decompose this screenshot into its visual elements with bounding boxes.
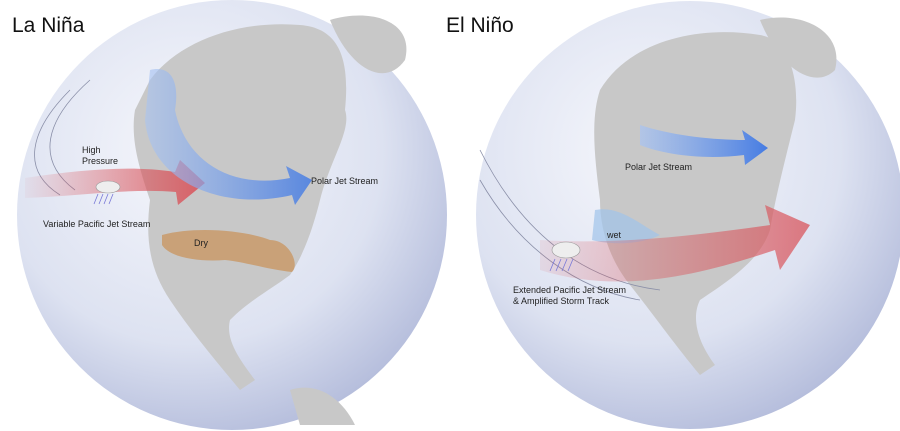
pacific-jet-arrow: [540, 205, 810, 282]
dry-region: [162, 230, 295, 272]
high-pressure-label: High Pressure: [82, 145, 118, 167]
el-nino-globe: [476, 1, 900, 429]
greenland-land: [760, 17, 837, 78]
extended-pacific-jet-line1: Extended Pacific Jet Stream: [513, 285, 627, 295]
wet-region: [592, 209, 660, 244]
el-nino-title: El Niño: [446, 14, 514, 37]
variable-pacific-jet-label: Variable Pacific Jet Stream: [43, 219, 151, 229]
greenland-land: [330, 15, 407, 74]
polar-jet-arrow: [145, 69, 312, 206]
wet-label: wet: [607, 230, 622, 240]
dry-label: Dry: [194, 238, 208, 248]
la-nina-title: La Niña: [12, 14, 85, 37]
high-pressure-line2: Pressure: [82, 156, 119, 166]
north-america-land: [133, 24, 347, 390]
polar-jet-label: Polar Jet Stream: [311, 176, 379, 186]
storm-cloud-icon: [549, 241, 581, 272]
polar-jet-arrow: [640, 125, 768, 165]
high-pressure-line1: High: [82, 145, 101, 155]
south-america-land: [290, 387, 355, 425]
extended-pacific-jet-line2: & Amplified Storm Track: [513, 296, 610, 306]
la-nina-globe: [17, 0, 447, 430]
polar-jet-label: Polar Jet Stream: [625, 162, 693, 172]
storm-cloud-icon: [93, 180, 121, 205]
extended-pacific-jet-label: Extended Pacific Jet Stream & Amplified …: [513, 285, 626, 307]
north-america-land: [594, 32, 797, 375]
